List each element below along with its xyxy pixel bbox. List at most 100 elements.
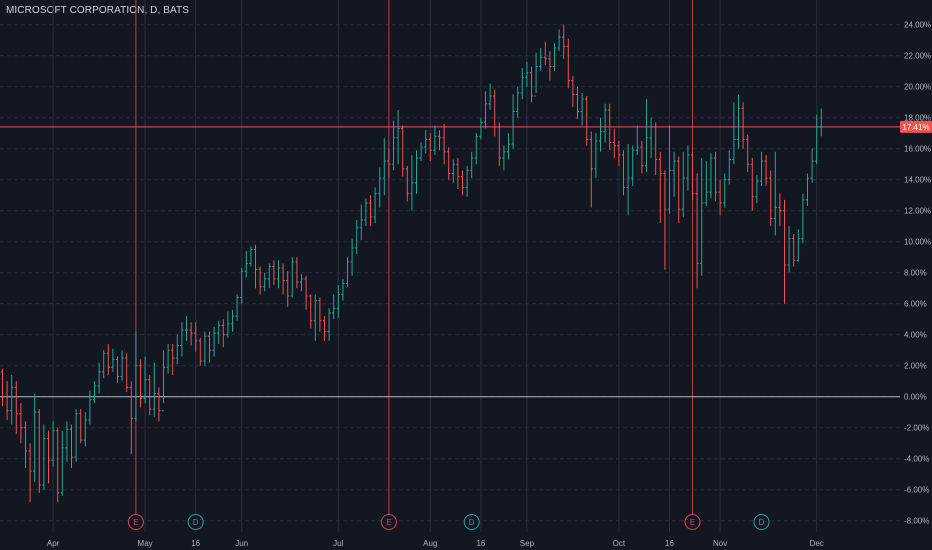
y-tick-label: -8.00% bbox=[904, 517, 929, 526]
ohlc-bar bbox=[709, 153, 713, 199]
ohlc-bar bbox=[226, 311, 230, 338]
earnings-marker[interactable]: E bbox=[684, 514, 701, 530]
ohlc-bar bbox=[465, 165, 469, 197]
ohlc-bar bbox=[327, 308, 331, 341]
ohlc-bar bbox=[138, 359, 143, 408]
ohlc-bar bbox=[493, 89, 497, 137]
ohlc-bar bbox=[355, 220, 359, 255]
chart-title: MICROSOFT CORPORATION, D, BATS bbox=[6, 5, 190, 16]
ohlc-bar bbox=[106, 344, 110, 375]
ohlc-bar bbox=[442, 123, 446, 165]
ohlc-bar bbox=[562, 24, 566, 59]
ohlc-bar bbox=[700, 158, 704, 276]
ohlc-bar bbox=[658, 151, 662, 224]
dividend-icon bbox=[463, 514, 480, 530]
marker-letter: D bbox=[469, 518, 475, 527]
marker-letter: D bbox=[193, 518, 199, 527]
ohlc-bar bbox=[69, 424, 74, 468]
earnings-marker[interactable]: E bbox=[127, 514, 144, 530]
ohlc-bar bbox=[543, 41, 547, 65]
ohlc-bar bbox=[157, 387, 161, 422]
x-tick-label: 16 bbox=[476, 539, 485, 548]
ohlc-bar bbox=[120, 350, 124, 382]
ohlc-bar bbox=[125, 353, 129, 393]
ohlc-bar bbox=[5, 381, 9, 420]
ohlc-bar bbox=[290, 257, 294, 298]
ohlc-bar bbox=[148, 375, 152, 416]
ohlc-bar bbox=[414, 150, 419, 194]
ohlc-bar bbox=[815, 114, 819, 165]
ohlc-bar bbox=[313, 294, 317, 341]
ohlc-bar bbox=[695, 173, 699, 289]
ohlc-bar bbox=[364, 198, 368, 227]
ohlc-bar bbox=[437, 130, 442, 151]
ohlc-bar bbox=[474, 133, 478, 165]
x-tick-label: May bbox=[138, 539, 153, 548]
ohlc-bar bbox=[221, 319, 225, 348]
earnings-marker[interactable]: E bbox=[380, 514, 397, 530]
ohlc-bar bbox=[33, 393, 37, 482]
y-tick-label: 4.00% bbox=[904, 331, 927, 340]
ohlc-bar bbox=[281, 263, 285, 295]
ohlc-bar bbox=[194, 322, 198, 352]
ohlc-bar bbox=[171, 344, 175, 375]
ohlc-bar bbox=[368, 195, 373, 227]
ohlc-bar bbox=[801, 193, 805, 244]
ohlc-bar bbox=[635, 125, 639, 155]
ohlc-bar bbox=[552, 43, 557, 72]
ohlc-bar bbox=[373, 187, 377, 224]
ohlc-bar bbox=[180, 322, 184, 357]
ohlc-bar bbox=[410, 154, 414, 211]
ohlc-bar bbox=[534, 52, 538, 97]
ohlc-bar bbox=[529, 66, 534, 103]
ohlc-bar bbox=[796, 229, 800, 262]
y-tick-label: 8.00% bbox=[904, 269, 927, 278]
ohlc-bar bbox=[667, 125, 672, 214]
ohlc-bar bbox=[74, 409, 78, 462]
ohlc-bar bbox=[539, 47, 543, 72]
ohlc-bar bbox=[819, 108, 823, 137]
x-tick-label: Jul bbox=[333, 539, 343, 548]
x-tick-label: Dec bbox=[810, 539, 824, 548]
ohlc-bar bbox=[511, 94, 515, 149]
ohlc-bar bbox=[773, 151, 777, 236]
ohlc-bar bbox=[249, 246, 253, 267]
ohlc-bar bbox=[598, 117, 603, 152]
ohlc-bar bbox=[97, 362, 101, 394]
ohlc-bar bbox=[456, 158, 460, 189]
ohlc-bar bbox=[810, 148, 814, 183]
ohlc-bar bbox=[56, 427, 60, 503]
ohlc-bar bbox=[129, 381, 133, 455]
ohlc-bar bbox=[115, 356, 120, 383]
ohlc-bar bbox=[203, 331, 207, 366]
ohlc-bar bbox=[520, 68, 524, 100]
ohlc-bar bbox=[672, 151, 676, 197]
earnings-icon bbox=[684, 514, 701, 530]
dividend-marker[interactable]: D bbox=[187, 514, 204, 530]
ohlc-bar bbox=[295, 257, 299, 289]
ohlc-bar bbox=[626, 144, 630, 216]
ohlc-bar bbox=[14, 381, 18, 434]
ohlc-bar bbox=[10, 375, 14, 425]
ohlc-bar bbox=[286, 271, 290, 307]
grid bbox=[0, 0, 900, 532]
dividend-marker[interactable]: D bbox=[753, 514, 770, 530]
dividend-marker[interactable]: D bbox=[463, 514, 480, 530]
ohlc-bar bbox=[198, 337, 202, 366]
ohlc-bar bbox=[612, 128, 616, 158]
ohlc-bar bbox=[405, 165, 409, 202]
ohlc-bar bbox=[723, 173, 727, 208]
ohlc-bar bbox=[189, 322, 193, 346]
ohlc-bar bbox=[631, 145, 635, 186]
ohlc-bar bbox=[240, 268, 244, 304]
ohlc-bar bbox=[759, 151, 764, 186]
ohlc-bar bbox=[419, 142, 423, 162]
ohlc-bar bbox=[235, 294, 239, 321]
ohlc-bar bbox=[212, 326, 216, 357]
event-lines bbox=[135, 0, 693, 514]
ohlc-bar bbox=[0, 368, 5, 406]
marker-letter: D bbox=[759, 518, 765, 527]
ohlc-bar bbox=[244, 251, 248, 278]
ohlc-bar bbox=[769, 170, 773, 227]
